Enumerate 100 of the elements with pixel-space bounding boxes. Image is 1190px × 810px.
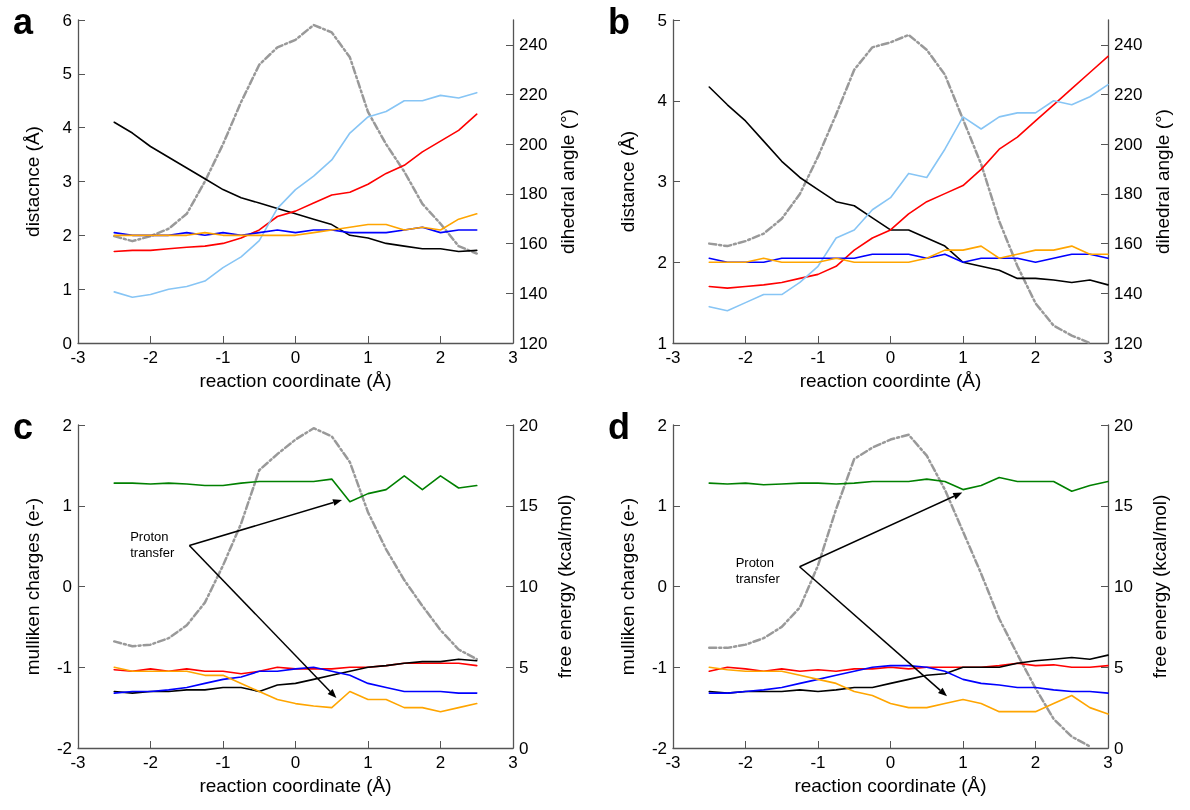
x-tick-label: -3	[665, 753, 681, 772]
line-series	[708, 33, 1092, 345]
x-tick-label: 3	[1103, 348, 1113, 367]
x-tick-label: 1	[363, 348, 373, 367]
line-series	[708, 664, 1109, 694]
x-tick-label: 1	[958, 348, 968, 367]
x-tick-label: -2	[142, 753, 159, 772]
y-tick-label: 4	[62, 118, 72, 138]
x-tick-label: -2	[737, 348, 754, 367]
line-series	[113, 91, 478, 299]
x-axis-title: reaction coordinate (Å)	[794, 775, 987, 796]
x-tick-label: 3	[508, 753, 518, 772]
y2-tick-label: 20	[1114, 415, 1133, 435]
y-tick-label: 0	[657, 577, 667, 596]
x-axis-title: reaction coordinte (Å)	[799, 370, 982, 391]
y2-tick-label: 0	[1114, 738, 1124, 758]
y2-tick-label: 5	[519, 657, 529, 677]
y-tick-label: 2	[62, 225, 72, 245]
y-axis-title: mulliken charges (e-)	[617, 497, 638, 676]
x-tick-label: 0	[885, 753, 896, 772]
x-tick-label: -3	[665, 348, 681, 367]
chart-title: d	[608, 405, 630, 447]
x-tick-label: -1	[215, 348, 231, 367]
y-tick-label: 1	[657, 333, 667, 353]
line-series	[113, 666, 478, 694]
y-axis-title: distance (Å)	[617, 130, 638, 233]
x-axis-title: reaction coordinate (Å)	[199, 775, 392, 796]
y2-axis-title: dihedral angle (°)	[1152, 109, 1174, 254]
x-tick-label: -3	[70, 348, 86, 367]
y2-tick-label: 15	[1114, 496, 1133, 516]
y2-tick-label: 5	[1114, 657, 1124, 677]
y2-tick-label: 20	[519, 415, 538, 435]
y-tick-label: 2	[657, 415, 667, 435]
y2-axis-title: free energy (kcal/mol)	[1149, 494, 1170, 679]
y2-tick-label: 160	[519, 234, 548, 254]
y2-tick-label: 200	[519, 134, 548, 154]
x-tick-label: 1	[363, 753, 373, 772]
x-tick-label: 3	[1103, 753, 1113, 772]
y2-tick-label: 10	[1114, 577, 1133, 596]
y-tick-label: 5	[657, 10, 667, 30]
y-tick-label: 1	[657, 496, 667, 516]
y-tick-label: 2	[657, 252, 667, 272]
y-tick-label: -2	[56, 738, 72, 758]
y-tick-label: 4	[657, 91, 667, 111]
x-tick-label: 0	[290, 753, 301, 772]
y2-tick-label: 10	[519, 577, 538, 596]
y-tick-label: 3	[62, 172, 72, 191]
y-tick-label: -1	[56, 657, 72, 677]
x-tick-label: -2	[737, 753, 754, 772]
x-tick-label: -2	[142, 348, 159, 367]
y-tick-label: 1	[62, 279, 72, 299]
y-tick-label: 0	[62, 333, 72, 353]
annotation: Proton transfer	[735, 554, 781, 586]
y2-axis-title: dihedral angle (°)	[557, 109, 579, 254]
x-tick-label: 2	[1030, 753, 1041, 772]
x-tick-label: 3	[508, 348, 518, 367]
y2-tick-label: 120	[1114, 333, 1143, 353]
x-tick-label: -1	[810, 753, 826, 772]
y2-tick-label: 220	[1114, 85, 1143, 105]
line-series	[708, 666, 1109, 715]
x-tick-label: -1	[215, 753, 231, 772]
y2-tick-label: 140	[1114, 283, 1143, 303]
chart-title: b	[608, 0, 630, 42]
line-series	[113, 666, 478, 713]
x-tick-label: 0	[290, 348, 301, 367]
y-tick-label: 5	[62, 64, 72, 84]
y2-tick-label: 180	[519, 184, 548, 204]
line-series	[708, 433, 1092, 748]
line-series	[113, 23, 478, 255]
line-series	[113, 475, 478, 503]
y2-tick-label: 160	[1114, 234, 1143, 254]
y2-tick-label: 220	[519, 85, 548, 105]
x-tick-label: 0	[885, 348, 896, 367]
y-tick-label: 1	[62, 496, 72, 516]
y2-tick-label: 240	[1114, 35, 1143, 55]
y-axis-title: distacnce (Å)	[22, 126, 43, 237]
line-series	[113, 426, 478, 661]
x-tick-label: 2	[1030, 348, 1041, 367]
x-tick-label: -1	[810, 348, 826, 367]
x-tick-label: 2	[435, 753, 446, 772]
chart-title: a	[13, 0, 34, 42]
y2-tick-label: 140	[519, 283, 548, 303]
y-tick-label: -1	[651, 657, 667, 677]
line-series	[113, 213, 478, 237]
line-series	[708, 245, 1109, 264]
y2-tick-label: 120	[519, 333, 548, 353]
x-tick-label: 2	[435, 348, 446, 367]
y2-tick-label: 180	[1114, 184, 1143, 204]
x-axis-title: reaction coordinate (Å)	[199, 370, 392, 391]
y2-tick-label: 15	[519, 496, 538, 516]
y-tick-label: 0	[62, 577, 72, 596]
annotation: Proton transfer	[130, 528, 175, 560]
y2-tick-label: 240	[519, 35, 548, 55]
x-tick-label: -3	[70, 753, 86, 772]
y2-tick-label: 200	[1114, 134, 1143, 154]
y2-tick-label: 0	[519, 738, 529, 758]
y-tick-label: 6	[62, 10, 72, 30]
y-tick-label: -2	[651, 738, 667, 758]
y-axis-title: mulliken charges (e-)	[22, 497, 43, 676]
line-series	[708, 476, 1109, 493]
